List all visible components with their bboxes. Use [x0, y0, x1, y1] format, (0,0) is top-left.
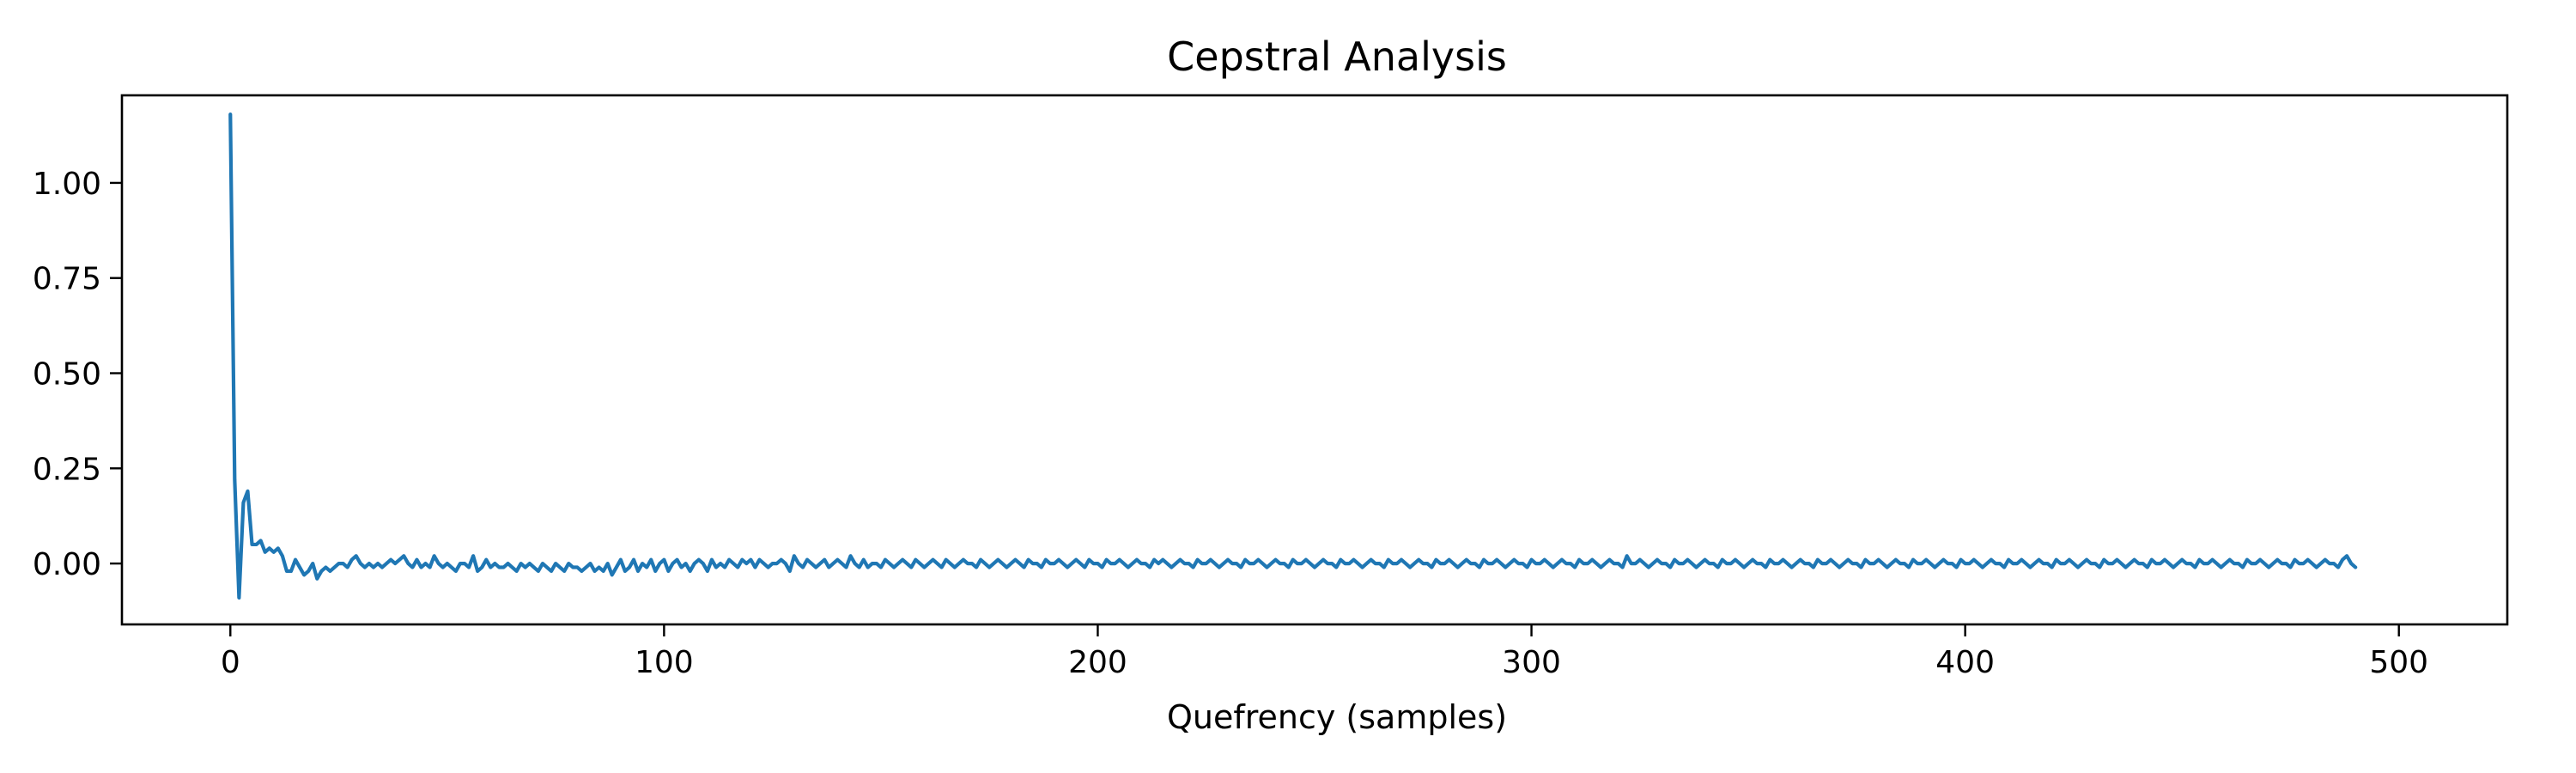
x-tick-label: 0 — [221, 645, 240, 680]
y-tick-label: 0.00 — [33, 547, 101, 582]
y-axis-ticks: 0.00 0.25 0.50 0.75 1.00 — [33, 167, 122, 582]
y-tick-label: 0.50 — [33, 357, 101, 393]
x-tick-label: 500 — [2369, 645, 2428, 680]
x-tick-label: 400 — [1935, 645, 1995, 680]
x-tick-label: 200 — [1068, 645, 1127, 680]
x-axis-ticks: 0 100 200 300 400 500 — [221, 624, 2428, 680]
x-tick-label: 100 — [635, 645, 694, 680]
y-tick-label: 1.00 — [33, 167, 101, 202]
series-layer — [228, 113, 2358, 600]
y-tick-label: 0.25 — [33, 452, 101, 487]
chart-title: Cepstral Analysis — [1167, 33, 1507, 80]
series-line-0 — [228, 113, 2358, 600]
x-tick-label: 300 — [1502, 645, 1561, 680]
x-axis-label: Quefrency (samples) — [1167, 698, 1507, 736]
y-tick-label: 0.75 — [33, 262, 101, 297]
plot-area-frame — [120, 94, 2509, 626]
